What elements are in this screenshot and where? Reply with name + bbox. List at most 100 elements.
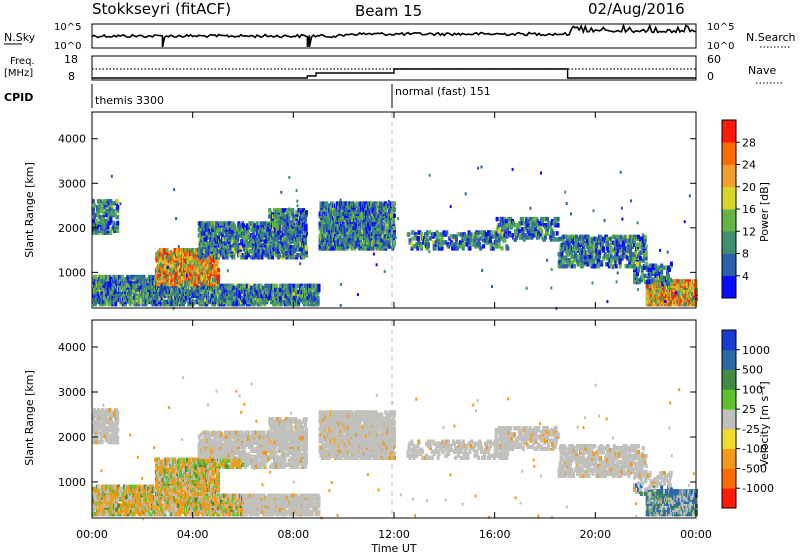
power-cell-114 (112, 208, 116, 214)
cpid-mode-themis: themis 3300 (95, 94, 164, 107)
freq-trace (92, 68, 696, 79)
power-cell-2646 (305, 253, 308, 258)
power-cell-1212 (160, 258, 164, 263)
power-cell-4448 (452, 234, 456, 239)
power-cell-1176 (156, 254, 160, 259)
power-cell-4402 (428, 236, 432, 241)
power-cell-4581 (495, 216, 499, 222)
power-cell-2944 (275, 299, 279, 305)
power-cell-106 (110, 206, 114, 212)
power-cell-2081 (232, 253, 236, 258)
power-cell-11 (93, 203, 96, 208)
power-cell-7 (92, 199, 95, 204)
cpid-label: CPID (4, 91, 33, 104)
power-cell-2266 (257, 249, 261, 254)
power-cell-103 (109, 199, 113, 204)
freq-right-tick-bottom: 0 (707, 70, 714, 83)
power-cell-94 (108, 212, 112, 218)
power-cell-128 (116, 228, 120, 233)
power-cell-270 (107, 283, 111, 288)
power-cell-4855 (571, 254, 575, 259)
power-cell-1761 (213, 258, 216, 263)
power-cell-18 (94, 212, 98, 218)
power-cell-38 (98, 205, 102, 210)
power-cell-4621 (509, 233, 513, 238)
sky-right-tick-bottom: 10^0 (707, 41, 734, 52)
power-cell-8 (93, 230, 96, 235)
power-cell-491 (135, 301, 139, 307)
power-cell-2115 (236, 231, 240, 236)
power-cell-4396 (425, 238, 429, 243)
power-cell-2093 (233, 225, 237, 230)
date-label: 02/Aug/2016 (588, 0, 685, 18)
power-cell-4362 (410, 242, 414, 247)
power-cell-4544 (493, 244, 497, 249)
power-cell-4561 (500, 246, 504, 251)
power-cell-4553 (497, 244, 501, 249)
power-cell-4352 (393, 225, 396, 231)
power-cell-4795 (560, 252, 564, 257)
power-cell-407 (124, 297, 128, 303)
freq-left-label-2: [MHz] (4, 68, 33, 79)
sky-right-label: N.Search (746, 31, 796, 44)
power-cell-396 (123, 277, 126, 282)
power-cell-14 (94, 228, 98, 233)
power-cell-2170 (245, 255, 248, 260)
power-cell-2529 (291, 255, 295, 260)
power-cell-2621 (302, 255, 306, 260)
power-cell-4767 (553, 237, 557, 242)
power-cell-2113 (236, 237, 240, 242)
power-cell-1846 (202, 231, 206, 236)
power-cell-1871 (205, 243, 209, 248)
power-cell-153 (93, 274, 96, 280)
power-cell-3355 (304, 218, 307, 223)
power-cell-1195 (158, 252, 162, 257)
power-cell-10 (93, 214, 96, 220)
power-cell-377 (121, 274, 124, 280)
power-cell-1842 (201, 227, 205, 232)
power-cell-3169 (317, 283, 321, 289)
power-cell-4863 (573, 263, 577, 269)
power-cell-4572 (506, 246, 510, 251)
power-cell-1401 (178, 248, 182, 253)
power-cell-1331 (172, 273, 176, 279)
power-cell-2130 (239, 251, 243, 256)
power-cell-129 (116, 224, 120, 230)
power-cell-604 (150, 274, 154, 280)
power-cell-1798 (216, 267, 220, 273)
power-cell-4905 (580, 263, 584, 269)
power-cell-2643 (304, 237, 307, 242)
power-cell-3303 (292, 214, 296, 219)
power-cell-41 (99, 218, 103, 224)
power-cell-490 (134, 277, 138, 282)
power-cell-161 (94, 297, 98, 303)
power-cell-4641 (515, 223, 518, 228)
power-cell-4764 (551, 231, 555, 236)
power-cell-4118 (373, 209, 377, 214)
power-cell-1522 (189, 256, 193, 261)
power-cell-4474 (465, 242, 469, 247)
power-cell-4465 (461, 246, 465, 251)
power-cell-4374 (417, 236, 421, 241)
power-cell-4197 (380, 221, 384, 227)
cpid-mode-normal: normal (fast) 151 (395, 85, 491, 98)
power-cell-2108 (235, 227, 239, 232)
power-cell-117 (113, 212, 117, 218)
power-cell-4877 (575, 234, 578, 240)
power-cell-1840 (201, 235, 205, 240)
power-cell-4348 (393, 240, 396, 245)
power-cell-4430 (440, 236, 444, 241)
power-cell-405 (123, 285, 127, 290)
power-cell-134 (116, 205, 120, 210)
power-cell-1642 (201, 267, 205, 273)
power-cell-4410 (433, 246, 437, 251)
power-cell-2828 (251, 297, 255, 303)
freq-left-label-1: Freq. (10, 56, 35, 67)
power-cell-4737 (544, 235, 547, 240)
power-cell-4646 (517, 229, 521, 234)
power-cell-2174 (245, 239, 248, 244)
power-cell-1131 (214, 287, 218, 292)
power-cell-1584 (195, 258, 199, 263)
power-cell-4400 (426, 242, 430, 247)
power-cell-217 (100, 279, 104, 284)
